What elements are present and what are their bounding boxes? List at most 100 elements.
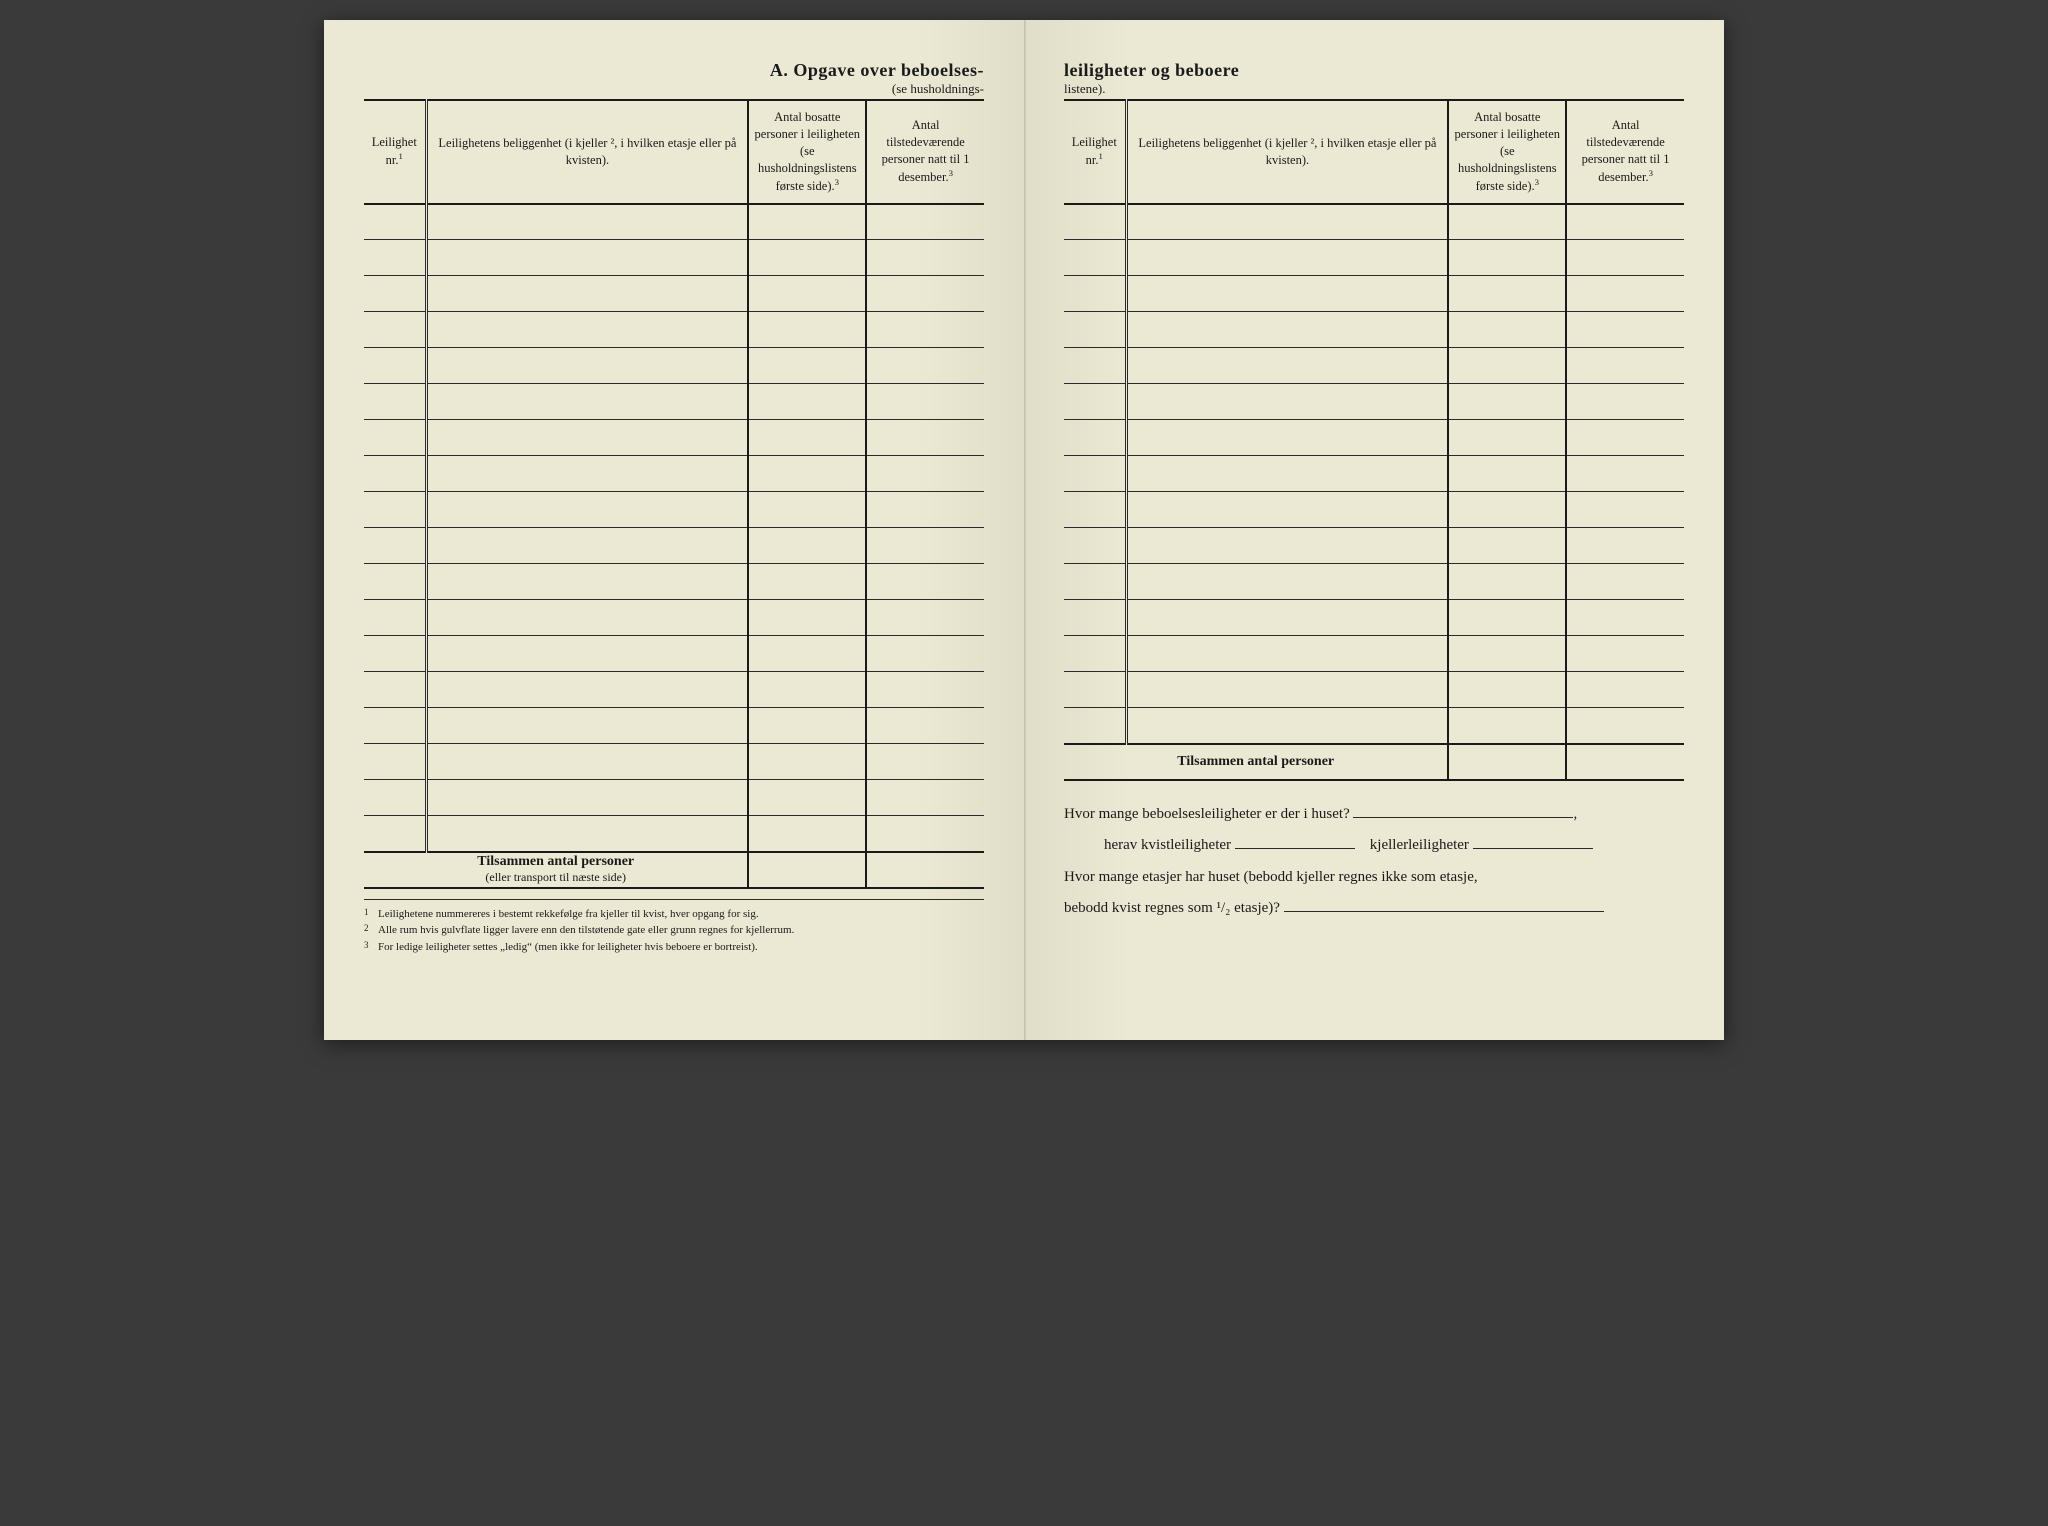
title-right: leiligheter og beboere [1064, 60, 1684, 81]
q1-text: Hvor mange beboelsesleiligheter er der i… [1064, 806, 1350, 822]
cell-c3 [748, 780, 866, 816]
col-header-c3: Antal bosatte personer i leiligheten (se… [748, 100, 866, 204]
cell-loc [426, 204, 748, 240]
cell-loc [1126, 420, 1448, 456]
cell-c4 [1566, 312, 1684, 348]
table-row [364, 708, 984, 744]
col-c3-sup: 3 [835, 177, 839, 187]
cell-c3 [748, 672, 866, 708]
cell-c4 [1566, 276, 1684, 312]
table-row [364, 636, 984, 672]
cell-nr [1064, 240, 1126, 276]
cell-nr [364, 204, 426, 240]
question-3-line2: bebodd kvist regnes som ¹/₂ etasje)? [1064, 893, 1684, 925]
cell-loc [1126, 204, 1448, 240]
cell-nr [1064, 528, 1126, 564]
cell-loc [426, 240, 748, 276]
table-row [1064, 312, 1684, 348]
summary-c4-right [1566, 744, 1684, 780]
cell-nr [1064, 456, 1126, 492]
col-header-c4: Antal tilstedeværende personer natt til … [866, 100, 984, 204]
cell-c3 [1448, 384, 1566, 420]
summary-label-left: Tilsammen antal personer (eller transpor… [364, 852, 748, 888]
cell-nr [364, 816, 426, 852]
table-row [1064, 564, 1684, 600]
cell-c4 [1566, 240, 1684, 276]
cell-c3 [1448, 636, 1566, 672]
cell-loc [426, 672, 748, 708]
cell-c3 [748, 636, 866, 672]
cell-loc [1126, 672, 1448, 708]
cell-nr [1064, 564, 1126, 600]
cell-c3 [748, 816, 866, 852]
col-c3-sup-r: 3 [1535, 177, 1539, 187]
cell-loc [426, 600, 748, 636]
table-row [1064, 276, 1684, 312]
cell-c4 [1566, 492, 1684, 528]
cell-nr [1064, 420, 1126, 456]
cell-c3 [748, 744, 866, 780]
cell-c4 [866, 672, 984, 708]
cell-loc [1126, 348, 1448, 384]
cell-loc [1126, 312, 1448, 348]
cell-c4 [1566, 708, 1684, 744]
table-row [1064, 708, 1684, 744]
cell-c3 [748, 528, 866, 564]
cell-nr [1064, 708, 1126, 744]
cell-c4 [1566, 348, 1684, 384]
cell-c4 [1566, 420, 1684, 456]
cell-loc [426, 276, 748, 312]
cell-c3 [1448, 564, 1566, 600]
col-nr-text-r: Leilighet nr. [1072, 135, 1117, 167]
table-row [364, 600, 984, 636]
summary-row-left: Tilsammen antal personer (eller transpor… [364, 852, 984, 888]
q1-blank [1353, 804, 1573, 818]
summary-sub-text: (eller transport til næste side) [364, 870, 747, 885]
cell-loc [426, 780, 748, 816]
table-row [1064, 636, 1684, 672]
cell-loc [1126, 600, 1448, 636]
table-row [364, 672, 984, 708]
cell-c3 [1448, 600, 1566, 636]
cell-loc [426, 636, 748, 672]
cell-c4 [1566, 204, 1684, 240]
cell-nr [364, 456, 426, 492]
cell-loc [1126, 492, 1448, 528]
cell-c4 [1566, 528, 1684, 564]
col-header-c4-r: Antal tilstedeværende personer natt til … [1566, 100, 1684, 204]
table-row [1064, 240, 1684, 276]
cell-c3 [1448, 348, 1566, 384]
table-row [364, 240, 984, 276]
cell-c4 [866, 420, 984, 456]
col-c4-sup-r: 3 [1649, 168, 1653, 178]
summary-c4-left [866, 852, 984, 888]
cell-loc [426, 420, 748, 456]
cell-loc [426, 744, 748, 780]
cell-c4 [866, 384, 984, 420]
document-spread: A. Opgave over beboelses- (se husholdnin… [324, 20, 1724, 1040]
cell-c3 [748, 204, 866, 240]
table-row [364, 312, 984, 348]
cell-nr [1064, 204, 1126, 240]
cell-c4 [1566, 600, 1684, 636]
cell-loc [1126, 528, 1448, 564]
cell-c4 [866, 636, 984, 672]
table-row [364, 816, 984, 852]
cell-loc [1126, 708, 1448, 744]
cell-c4 [866, 276, 984, 312]
q3-blank [1284, 899, 1604, 913]
cell-nr [364, 492, 426, 528]
q1-tail: , [1573, 806, 1577, 822]
table-row [364, 384, 984, 420]
table-left: Leilighet nr.1 Leilighetens beliggenhet … [364, 99, 984, 889]
summary-c3-right [1448, 744, 1566, 780]
col-c3-text-r: Antal bosatte personer i leiligheten (se… [1455, 110, 1561, 193]
cell-nr [1064, 636, 1126, 672]
table-row [1064, 528, 1684, 564]
questions-block: Hvor mange beboelsesleiligheter er der i… [1064, 799, 1684, 925]
table-row [1064, 600, 1684, 636]
cell-c3 [1448, 492, 1566, 528]
cell-loc [1126, 384, 1448, 420]
cell-c3 [748, 492, 866, 528]
page-right: leiligheter og beboere listene). Leiligh… [1024, 20, 1724, 1040]
